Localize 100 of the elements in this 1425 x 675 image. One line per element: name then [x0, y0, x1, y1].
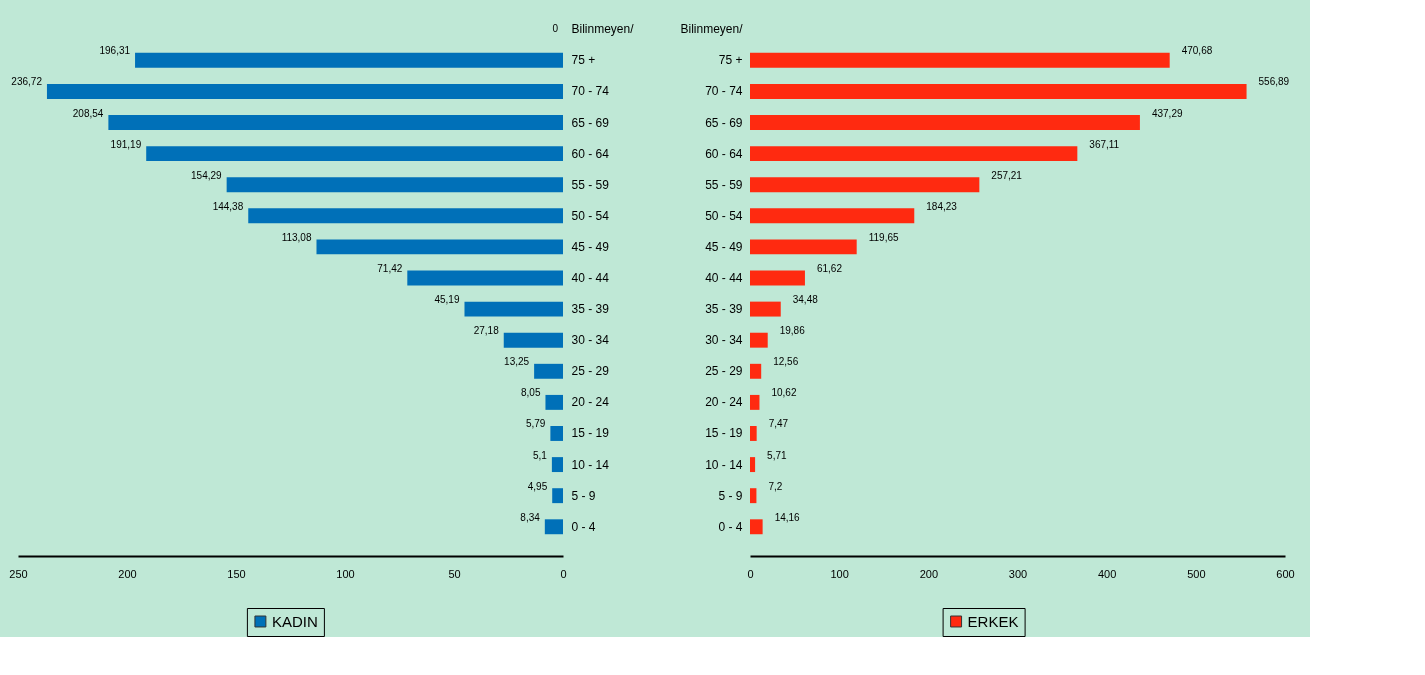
y-tick-label: 60 - 64 [571, 146, 610, 161]
y-tick-label: 35 - 39 [705, 302, 743, 317]
bar [750, 519, 763, 535]
x-tick-label: 0 [747, 567, 754, 580]
data-label: 5,1 [532, 449, 548, 461]
x-tick-label: 0 [560, 567, 567, 580]
y-tick-label: 0 - 4 [571, 519, 596, 534]
data-label: 236,72 [11, 76, 43, 88]
data-label: 367,11 [1089, 138, 1120, 150]
data-label: 5,71 [767, 449, 787, 461]
y-tick-label: 40 - 44 [705, 271, 743, 285]
bar [551, 457, 563, 473]
data-label: 10,62 [771, 387, 797, 399]
y-tick-label: Bilinmeyen/ [571, 22, 635, 37]
legend-label: ERKEK [967, 612, 1019, 630]
y-tick-label: 55 - 59 [571, 177, 610, 192]
y-tick-label: 10 - 14 [571, 457, 610, 472]
bar [545, 394, 563, 410]
y-tick-label: 15 - 19 [571, 426, 610, 441]
y-tick-label: 55 - 59 [705, 177, 743, 192]
data-label: 154,29 [191, 169, 223, 181]
y-tick-label: 0 - 4 [718, 519, 743, 534]
x-tick-label: 400 [1097, 567, 1117, 580]
y-tick-label: 50 - 54 [705, 208, 743, 223]
y-tick-label: 40 - 44 [571, 271, 610, 285]
bar [750, 177, 980, 193]
data-label: 184,23 [926, 200, 958, 212]
bar [750, 332, 768, 348]
y-tick-label: 70 - 74 [705, 84, 743, 99]
y-tick-label: 50 - 54 [571, 208, 610, 223]
x-tick-label: 500 [1187, 567, 1206, 580]
y-tick-label: 65 - 69 [571, 115, 610, 130]
bar [750, 83, 1247, 99]
bar [464, 301, 563, 317]
data-label: 191,19 [110, 138, 142, 150]
data-label: 14,16 [774, 511, 801, 523]
bar [750, 115, 1140, 130]
y-tick-label: 65 - 69 [705, 115, 743, 130]
bar [750, 239, 857, 255]
data-label: 4,95 [527, 480, 548, 492]
bar [750, 52, 1170, 68]
x-tick-label: 100 [830, 567, 849, 580]
y-tick-label: Bilinmeyen/ [680, 22, 744, 37]
data-label: 8,34 [520, 511, 541, 523]
y-tick-label: 70 - 74 [571, 84, 610, 99]
bar [407, 270, 563, 286]
data-label: 113,08 [281, 231, 312, 243]
data-label: 27,18 [473, 325, 500, 337]
bar [316, 239, 563, 255]
y-tick-label: 25 - 29 [571, 364, 610, 379]
bar [750, 457, 756, 473]
bar [750, 488, 757, 504]
legend-label: KADIN [271, 612, 318, 630]
x-tick-label: 200 [118, 567, 137, 580]
data-label: 5,79 [525, 418, 546, 430]
bar [46, 83, 563, 99]
y-tick-label: 30 - 34 [705, 333, 743, 348]
y-tick-label: 20 - 24 [705, 395, 743, 410]
y-tick-label: 45 - 49 [705, 239, 743, 254]
bar [544, 519, 563, 535]
data-label: 208,54 [72, 107, 104, 119]
bar [108, 115, 563, 130]
data-label: 45,19 [434, 294, 460, 306]
bar [750, 301, 781, 317]
y-tick-label: 5 - 9 [571, 488, 596, 503]
y-tick-label: 10 - 14 [705, 457, 743, 472]
data-label: 7,47 [768, 418, 789, 430]
y-tick-label: 35 - 39 [571, 302, 610, 317]
y-tick-label: 75 + [718, 53, 743, 68]
bar [750, 208, 915, 224]
bar [534, 363, 563, 379]
y-tick-label: 60 - 64 [705, 146, 743, 161]
data-label: 71,42 [377, 263, 403, 274]
y-tick-label: 25 - 29 [705, 364, 743, 379]
y-tick-label: 5 - 9 [718, 488, 743, 503]
data-label: 8,05 [520, 387, 541, 399]
bar [550, 426, 563, 441]
y-tick-label: 15 - 19 [705, 426, 743, 441]
bar [750, 363, 762, 379]
x-tick-label: 300 [1008, 567, 1028, 580]
data-label: 0 [552, 23, 559, 35]
data-label: 13,25 [504, 356, 530, 368]
bar [750, 146, 1078, 162]
y-tick-label: 30 - 34 [571, 333, 610, 348]
bar [226, 177, 563, 193]
x-tick-label: 150 [227, 567, 246, 580]
bar [146, 146, 563, 162]
data-label: 556,89 [1258, 76, 1290, 88]
data-label: 7,2 [768, 480, 783, 492]
bar [750, 270, 805, 286]
x-tick-label: 250 [9, 567, 28, 580]
y-tick-label: 75 + [571, 53, 596, 68]
x-tick-label: 100 [336, 567, 355, 580]
bar [552, 488, 563, 504]
bar [135, 52, 563, 68]
data-label: 61,62 [816, 263, 843, 274]
data-label: 257,21 [991, 169, 1023, 181]
data-label: 196,31 [99, 45, 131, 57]
bar [750, 394, 760, 410]
bar [248, 208, 563, 224]
